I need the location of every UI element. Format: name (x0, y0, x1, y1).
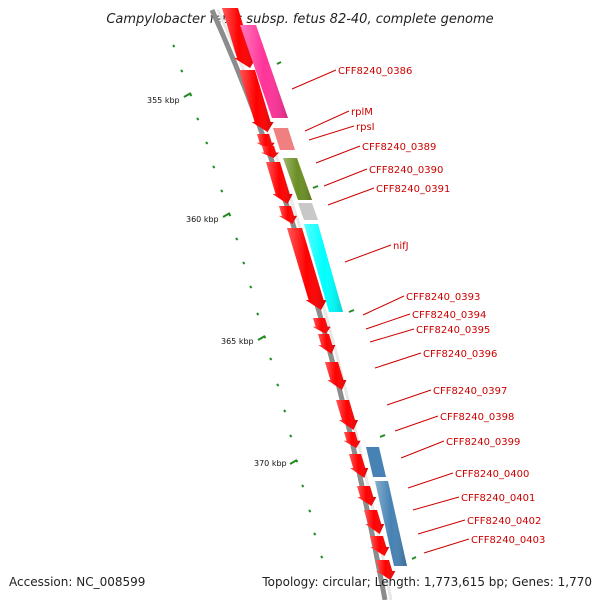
ruler-tick (301, 484, 305, 488)
accession-text: Accession: NC_008599 (9, 575, 145, 589)
genome-summary-text: Topology: circular; Length: 1,773,615 bp… (261, 575, 592, 589)
gene-label: CFF8240_0403 (471, 535, 545, 546)
gene-leader-line (400, 440, 445, 459)
gene-label: CFF8240_0397 (433, 386, 507, 397)
gene-label: CFF8240_0402 (467, 516, 541, 527)
gene-leader-line (369, 328, 415, 343)
gene-label: CFF8240_0394 (412, 310, 486, 321)
ruler-label-360: 360 kbp (186, 215, 219, 224)
gene-leader-line (323, 168, 368, 187)
ruler-label-355: 355 kbp (147, 96, 180, 105)
ruler-tick (212, 165, 216, 169)
map-title: Campylobacter fetus subsp. fetus 82-40, … (106, 12, 493, 27)
ruler-tick (235, 237, 239, 241)
gene-label: rplM (351, 107, 373, 118)
gene-label: CFF8240_0399 (446, 437, 520, 448)
feature-markers (276, 61, 417, 560)
gene-label: rpsI (356, 122, 375, 133)
gene-label: CFF8240_0398 (440, 412, 514, 423)
cds-arrow-shade (349, 454, 369, 478)
cds-arrow-shade (364, 510, 385, 534)
ruler-tick (220, 189, 224, 193)
gene-leader-line (386, 389, 432, 406)
cds-track (222, 8, 396, 580)
gene-label: CFF8240_0395 (416, 325, 490, 336)
gene-label: CFF8240_0396 (423, 349, 497, 360)
gene-labels: CFF8240_0386 rplM rpsI CFF8240_0389 CFF8240_… (291, 66, 545, 554)
category-track (240, 25, 407, 566)
cds-arrow-shade (357, 486, 377, 506)
ruler-tick (205, 141, 209, 145)
cds-arrow-shade (312, 318, 331, 334)
gene-leader-line (291, 69, 337, 90)
gene-leader-line (407, 472, 454, 489)
gene-label: CFF8240_0400 (455, 469, 529, 480)
cds-arrow-shade (370, 536, 390, 556)
ruler-tick (249, 285, 253, 289)
gene-leader-line (374, 352, 422, 369)
gene-label: CFF8240_0386 (338, 66, 412, 77)
gene-leader-line (394, 415, 439, 432)
ruler-labels: 355 kbp 360 kbp 365 kbp 370 kbp (147, 92, 298, 468)
ruler-tick (180, 69, 184, 73)
cds-arrow-shade (336, 400, 358, 430)
gene-leader-line (362, 295, 405, 316)
ruler-tick (242, 261, 246, 265)
gene-leader-line (417, 519, 466, 535)
gene-leader-line (304, 110, 350, 132)
cds-arrow-shade (266, 162, 293, 204)
ruler-ticks (172, 44, 324, 559)
gene-label: nifJ (393, 241, 409, 252)
cds-arrow-shade (278, 206, 297, 224)
ruler-tick (308, 509, 312, 513)
genome-backbone (209, 8, 393, 600)
gene-label: CFF8240_0389 (362, 142, 436, 153)
gene-label: CFF8240_0390 (369, 165, 443, 176)
cds-arrow-shade (239, 70, 274, 132)
gene-leader-line (308, 125, 355, 141)
cds-arrow-shade (376, 560, 396, 580)
gene-leader-line (315, 145, 361, 164)
gene-label: CFF8240_0401 (461, 493, 535, 504)
gene-label: CFF8240_0393 (406, 292, 480, 303)
ruler-tick (320, 555, 324, 559)
ruler-tick (269, 357, 273, 361)
cds-arrow-shade (343, 432, 361, 448)
ruler-tick (289, 434, 293, 438)
cds-arrow-shade (318, 334, 336, 354)
ruler-tick (283, 409, 287, 413)
cds-arrow-shade (325, 362, 347, 390)
ruler-tick (276, 383, 280, 387)
ruler-tick (256, 312, 260, 316)
ruler-label-365: 365 kbp (221, 337, 254, 346)
ruler-tick (172, 44, 176, 48)
gene-leader-line (344, 244, 392, 263)
gene-label: CFF8240_0391 (376, 184, 450, 195)
gene-leader-line (365, 313, 411, 330)
ruler-tick (196, 117, 200, 121)
cds-arrow-shade (260, 146, 279, 158)
ruler-label-370: 370 kbp (254, 459, 287, 468)
ruler-tick (313, 532, 317, 536)
gene-leader-line (412, 496, 460, 511)
gene-leader-line (327, 187, 375, 206)
cds-arrow-shade (287, 228, 327, 310)
cds-arrow-shade (222, 8, 256, 68)
gene-leader-line (423, 538, 470, 554)
